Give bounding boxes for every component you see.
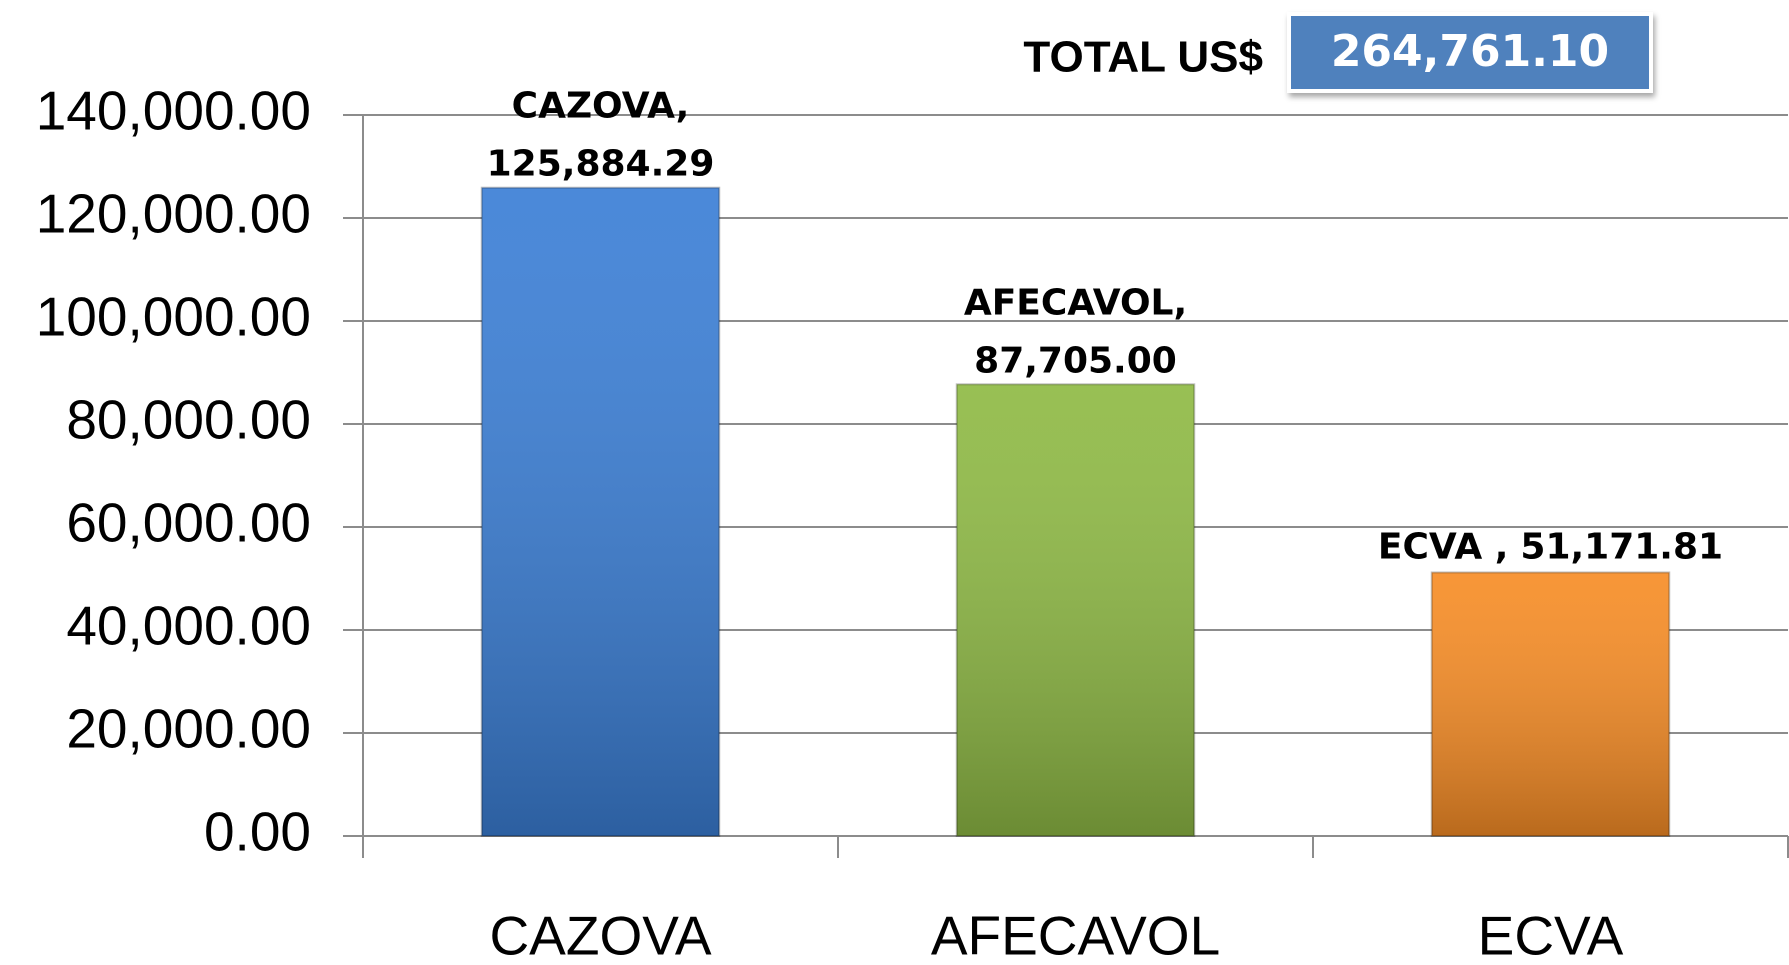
data-label-value: 125,884.29: [487, 144, 715, 185]
data-label-name: CAZOVA,: [512, 86, 690, 127]
y-tick-label: 40,000.00: [66, 595, 311, 657]
y-tick-label: 0.00: [204, 801, 311, 863]
data-label: AFECAVOL, 87,705.00: [964, 282, 1187, 381]
bar-shade: [956, 384, 1195, 836]
total-value: 264,761.10: [1331, 26, 1609, 77]
bar-shade: [481, 187, 720, 836]
y-tick-label: 100,000.00: [36, 286, 311, 348]
data-label-name: ECVA ,: [1378, 526, 1509, 567]
data-label-name: AFECAVOL,: [964, 282, 1187, 323]
y-tick-label: 60,000.00: [66, 492, 311, 554]
x-tick-label: ECVA: [1478, 905, 1624, 965]
data-label: ECVA , 51,171.81: [1378, 526, 1723, 567]
total-label: TOTAL US$: [1023, 33, 1263, 82]
y-tick-label: 20,000.00: [66, 698, 311, 760]
data-label-value: 51,171.81: [1520, 526, 1723, 567]
data-label: CAZOVA, 125,884.29: [487, 86, 715, 185]
x-tick-label: AFECAVOL: [931, 905, 1220, 965]
bar-shade: [1431, 572, 1670, 836]
y-tick-label: 120,000.00: [36, 183, 311, 245]
y-tick-label: 140,000.00: [36, 80, 311, 142]
data-label-value: 87,705.00: [974, 340, 1177, 381]
total-box: [1287, 12, 1653, 93]
x-tick-label: CAZOVA: [489, 905, 711, 965]
y-tick-label: 80,000.00: [66, 389, 311, 451]
